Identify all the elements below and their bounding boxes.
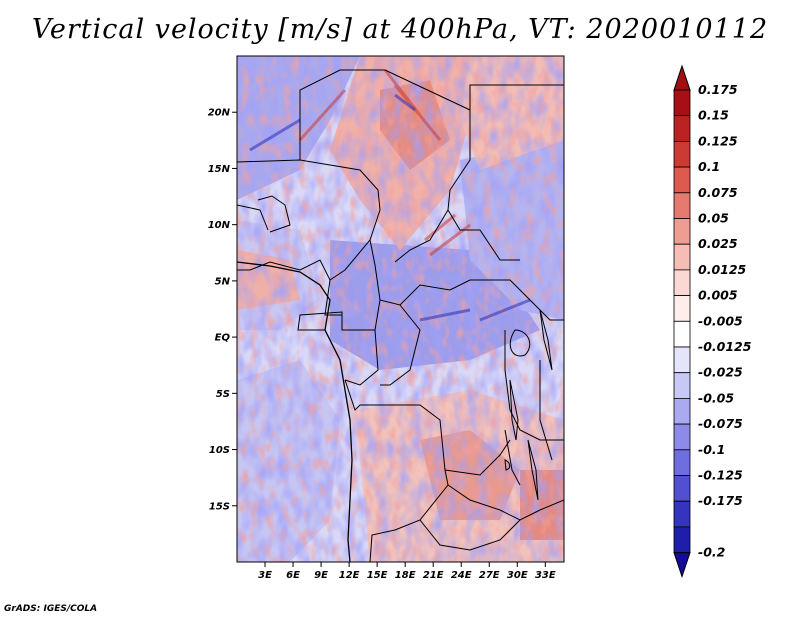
- lat-tick-label: 10S: [209, 445, 230, 456]
- colorbar-bottom-arrow: [673, 552, 691, 579]
- colorbar-swatch: [673, 218, 691, 245]
- footer-credit: GrADS: IGES/COLA: [4, 604, 98, 614]
- lon-tick-label: 24E: [451, 570, 472, 581]
- colorbar-label: -0.0125: [698, 339, 752, 354]
- longitude-ticks: 3E 6E 9E 12E 15E 18E 21E 24E 27E 30E 33E: [258, 562, 556, 581]
- lakes: [504, 309, 553, 501]
- colorbar-label: 0.125: [698, 133, 738, 148]
- colorbar-swatch: [673, 269, 691, 296]
- lon-tick-label: 30E: [507, 570, 528, 581]
- chart-title: Vertical velocity [m/s] at 400hPa, VT: 2…: [31, 14, 769, 45]
- lat-tick-label: 5N: [215, 276, 231, 287]
- lon-tick-label: 18E: [395, 570, 416, 581]
- colorbar-swatch: [673, 397, 691, 425]
- colorbar-swatch: [673, 320, 691, 348]
- colorbar-swatch: [673, 89, 691, 117]
- country-borders: [237, 69, 564, 562]
- lon-tick-label: 33E: [535, 570, 556, 581]
- colorbar-label: 0.0125: [698, 262, 747, 277]
- lon-tick-label: 3E: [258, 570, 272, 581]
- lat-tick-label: 5S: [216, 389, 230, 400]
- colorbar-label: 0.05: [698, 211, 729, 226]
- colorbar-label: 0.175: [698, 82, 738, 97]
- colorbar-label: 0.005: [698, 288, 738, 303]
- colorbar-swatch: [673, 243, 691, 271]
- lat-tick-label: EQ: [215, 333, 231, 344]
- lat-tick-label: 20N: [208, 108, 231, 119]
- colorbar-swatch: [673, 295, 691, 322]
- colorbar-label: -0.2: [698, 545, 725, 560]
- lon-tick-label: 9E: [314, 570, 328, 581]
- lat-tick-label: 10N: [208, 220, 231, 231]
- map-frame: [236, 55, 565, 563]
- colorbar-swatch: [673, 346, 691, 374]
- colorbar-label: -0.025: [698, 365, 743, 380]
- colorbar-label: 0.15: [698, 108, 729, 123]
- colorbar-swatch: [673, 449, 691, 476]
- colorbar-swatch: [673, 423, 691, 451]
- colorbar-swatch: [673, 140, 691, 168]
- colorbar-label: 0.075: [698, 185, 738, 200]
- lon-tick-label: 21E: [423, 570, 444, 581]
- colorbar-label: -0.05: [698, 390, 734, 405]
- colorbar-swatch: [673, 115, 691, 142]
- lon-tick-label: 6E: [286, 570, 300, 581]
- lon-tick-label: 12E: [339, 570, 360, 581]
- colorbar-swatch: [673, 166, 691, 194]
- colorbar-swatch: [673, 500, 691, 528]
- colorbar-swatch: [673, 372, 691, 399]
- colorbar-label: -0.075: [698, 416, 743, 431]
- latitude-ticks: 20N 15N 10N 5N EQ 5S 10S 15S: [208, 108, 237, 512]
- colorbar-label: -0.005: [698, 313, 743, 328]
- lat-tick-label: 15N: [208, 164, 231, 175]
- colorbar-label: -0.1: [698, 442, 725, 457]
- map-field: [237, 56, 564, 562]
- colorbar-swatch: [673, 475, 691, 502]
- colorbar-swatch: [673, 192, 691, 219]
- colorbar-label: 0.1: [698, 159, 720, 174]
- colorbar-label: -0.175: [698, 493, 743, 508]
- coastline: [237, 261, 353, 562]
- lon-tick-label: 15E: [367, 570, 388, 581]
- colorbar-label: -0.125: [698, 468, 743, 483]
- colorbar-swatch: [673, 526, 691, 554]
- colorbar: 0.175 0.15 0.125 0.1 0.075 0.05 0.025 0.0125 0.0…: [673, 64, 752, 579]
- lat-tick-label: 15S: [209, 501, 230, 512]
- lon-tick-label: 27E: [479, 570, 500, 581]
- colorbar-label: 0.025: [698, 236, 738, 251]
- colorbar-top-arrow: [673, 64, 691, 91]
